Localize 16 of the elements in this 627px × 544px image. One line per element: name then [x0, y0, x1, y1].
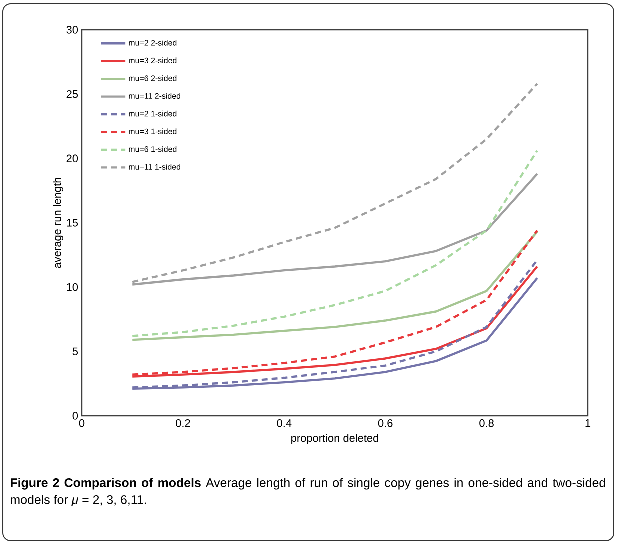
y-tick-label: 0 — [72, 412, 78, 420]
y-tick-label: 25 — [66, 90, 78, 98]
y-tick-label: 15 — [67, 219, 78, 227]
y-tick-label: 20 — [66, 154, 78, 163]
y-tick-label: 30 — [66, 26, 78, 34]
y-axis-title: average run length — [53, 178, 64, 268]
x-tick-label: 0.4 — [277, 420, 292, 428]
y-tick-label: 5 — [72, 348, 78, 356]
x-tick-label: 0 — [79, 420, 85, 428]
text: Figure 2 Comparison of models Average length of run of single copy genes in one-sided and two-sided models for μ = 2, 3, 6,11. — [11, 478, 606, 507]
x-tick-label: 1 — [586, 420, 591, 428]
x-tick-label: 0.8 — [480, 420, 494, 428]
y-tick-label: 10 — [67, 283, 78, 292]
x-axis-title: proportion deleted — [292, 434, 378, 444]
x-tick-label: 0.2 — [176, 420, 190, 428]
x-tick-label: 0.6 — [378, 420, 393, 428]
